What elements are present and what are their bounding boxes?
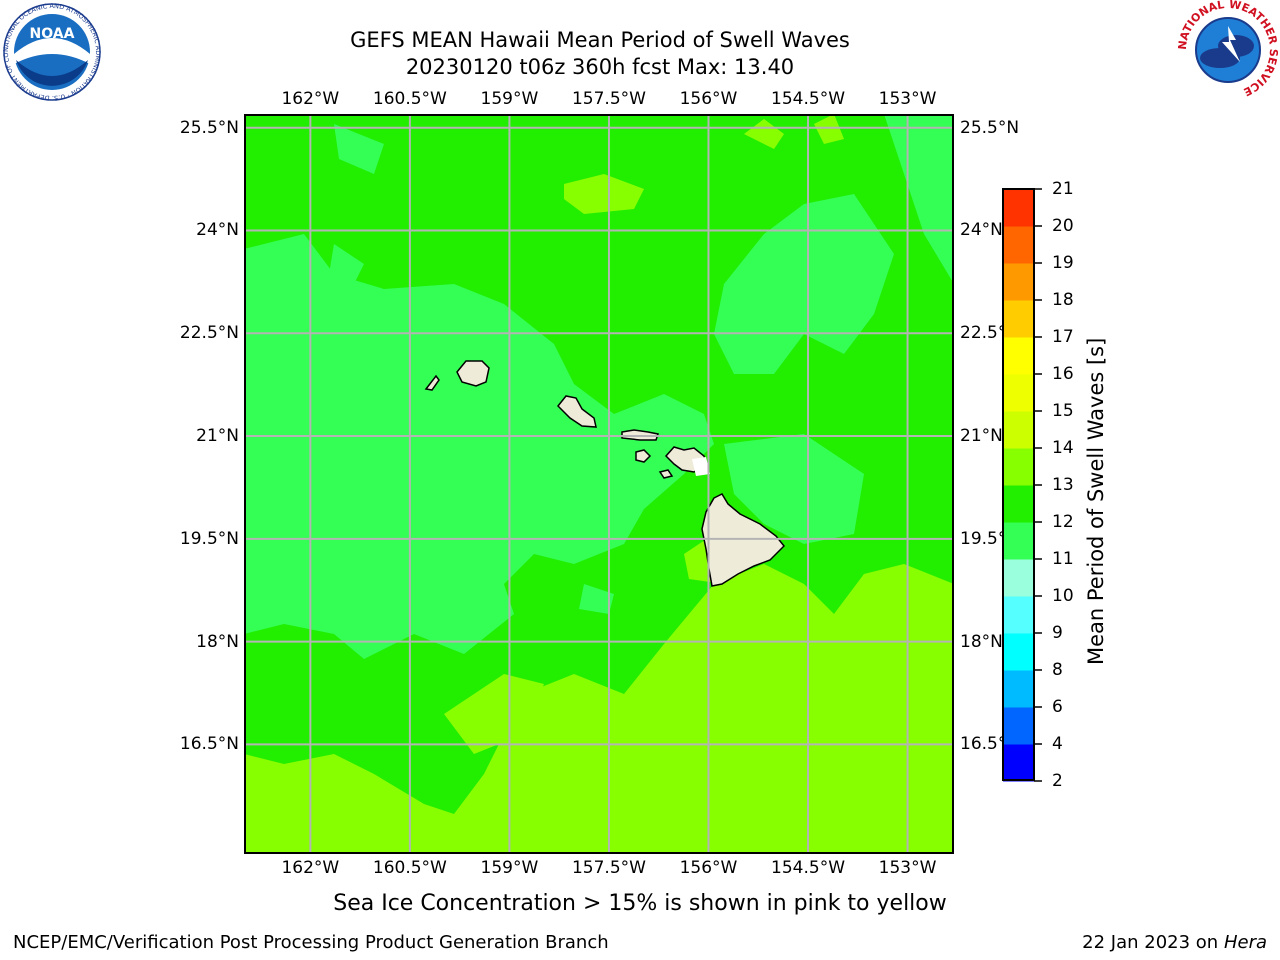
grid-lines (244, 114, 954, 854)
land-mask (692, 457, 710, 476)
colorbar-cell (1003, 448, 1034, 486)
colorbar-tick-label: 14 (1052, 438, 1074, 458)
colorbar-title: Mean Period of Swell Waves [s] (1084, 337, 1108, 665)
island-hawaii (701, 493, 786, 587)
colorbar-cell (1003, 744, 1034, 782)
colorbar-tick-label: 2 (1052, 771, 1063, 791)
island-kahoolawe (658, 469, 674, 479)
colorbar-tick-label: 16 (1052, 364, 1074, 384)
colorbar-tick-label: 4 (1052, 734, 1063, 754)
colorbar-cell (1003, 300, 1034, 338)
colorbar-tick-label: 15 (1052, 401, 1074, 421)
colorbar-cell (1003, 189, 1034, 227)
nws-logo: NATIONAL WEATHER SERVICE (1178, 0, 1278, 98)
colorbar-tick-label: 11 (1052, 549, 1074, 569)
lon-tick-label: 154.5°W (771, 89, 846, 109)
lat-tick-label: 22.5°N (179, 323, 239, 344)
island-oahu (556, 395, 597, 428)
footer-date-text: 22 Jan 2023 on (1082, 932, 1224, 953)
colorbar-tick-label: 6 (1052, 697, 1063, 717)
lon-tick-label: 156°W (679, 858, 738, 878)
colorbar-cell (1003, 485, 1034, 523)
lat-tick-label: 25.5°N (179, 117, 239, 138)
lon-tick-label: 160.5°W (372, 89, 447, 109)
colorbar-cell (1003, 633, 1034, 671)
colorbar-tick-label: 8 (1052, 660, 1063, 680)
lon-tick-label: 156°W (679, 89, 738, 109)
colorbar (1002, 188, 1042, 782)
noaa-logo: NATIONAL OCEANIC AND ATMOSPHERIC ADMINIS… (2, 2, 102, 102)
colorbar-cell (1003, 559, 1034, 597)
colorbar-cell (1003, 263, 1034, 301)
lon-tick-label: 162°W (281, 89, 340, 109)
colorbar-tick-label: 13 (1052, 475, 1074, 495)
lat-tick-label: 25.5°N (960, 117, 1020, 138)
lat-tick-label: 19.5°N (179, 528, 239, 549)
chart-subtitle: 20230120 t06z 360h fcst Max: 13.40 (405, 55, 795, 79)
colorbar-tick-label: 19 (1052, 253, 1074, 273)
svg-text:NOAA: NOAA (30, 26, 75, 42)
lon-tick-label: 157.5°W (571, 89, 646, 109)
colorbar-tick-label: 17 (1052, 327, 1074, 347)
colorbar-tick-label: 12 (1052, 512, 1074, 532)
colorbar-tick-label: 21 (1052, 179, 1074, 199)
colorbar-tick-label: 18 (1052, 290, 1074, 310)
colorbar-tick-label: 9 (1052, 623, 1063, 643)
lat-tick-label: 18°N (960, 631, 1003, 652)
lon-tick-label: 162°W (281, 858, 340, 878)
lon-tick-label: 160.5°W (372, 858, 447, 878)
colorbar-cell (1003, 226, 1034, 264)
colorbar-cell (1003, 337, 1034, 375)
swell-period-map (244, 114, 954, 854)
lat-tick-label: 18°N (196, 631, 239, 652)
island-kauai (456, 360, 490, 387)
lon-tick-label: 153°W (878, 89, 937, 109)
map-frame (244, 114, 954, 854)
colorbar-cell (1003, 596, 1034, 634)
colorbar-cell (1003, 670, 1034, 708)
footer-date: 22 Jan 2023 on Hera (1082, 932, 1267, 954)
lon-tick-label: 159°W (480, 89, 539, 109)
island-lanai (635, 449, 652, 463)
lon-tick-label: 154.5°W (771, 858, 846, 878)
contour-10-11 (244, 114, 954, 659)
lat-tick-label: 24°N (196, 220, 239, 241)
colorbar-cell (1003, 374, 1034, 412)
lat-tick-label: 16.5°N (179, 734, 239, 755)
colorbar-cell (1003, 411, 1034, 449)
chart-title: GEFS MEAN Hawaii Mean Period of Swell Wa… (350, 28, 850, 52)
colorbar-tick-label: 10 (1052, 586, 1074, 606)
lon-tick-label: 159°W (480, 858, 539, 878)
lat-tick-label: 24°N (960, 220, 1003, 241)
colorbar-cell (1003, 522, 1034, 560)
lat-tick-label: 21°N (196, 426, 239, 447)
lon-tick-label: 157.5°W (571, 858, 646, 878)
footer-host: Hera (1223, 932, 1267, 953)
colorbar-tick-label: 20 (1052, 216, 1074, 236)
lat-tick-label: 21°N (960, 426, 1003, 447)
island-niihau (424, 374, 440, 391)
lon-tick-label: 153°W (878, 858, 937, 878)
sea-ice-caption: Sea Ice Concentration > 15% is shown in … (333, 891, 947, 916)
colorbar-cell (1003, 707, 1034, 745)
footer-branch: NCEP/EMC/Verification Post Processing Pr… (13, 932, 609, 953)
